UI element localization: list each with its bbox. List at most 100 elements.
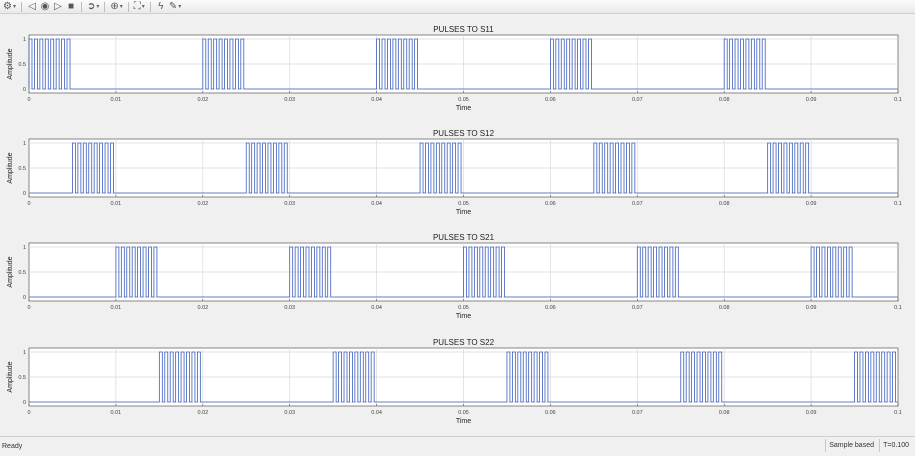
x-tick-label: 0.08 <box>719 305 730 311</box>
x-tick-label: 0.03 <box>284 97 295 103</box>
plot-title: PULSES TO S11 <box>433 25 494 34</box>
x-tick-label: 0 <box>27 97 30 103</box>
step-back-button[interactable]: ◁ <box>26 1 38 13</box>
x-tick-label: 0.09 <box>806 305 817 311</box>
x-axis-label: Time <box>456 105 471 112</box>
toolbar-separator <box>80 1 82 12</box>
y-tick-label: 0.5 <box>18 166 26 172</box>
pulse-trace <box>29 351 898 403</box>
y-tick-label: 0 <box>23 295 26 301</box>
zoom-icon: ⊕ <box>110 0 119 12</box>
toolbar-separator <box>149 1 151 12</box>
x-axis-label: Time <box>456 418 471 425</box>
measurements-icon: ✎ <box>168 0 178 12</box>
x-tick-label: 0.03 <box>284 305 295 311</box>
x-tick-label: 0.08 <box>719 201 730 207</box>
chevron-down-icon[interactable]: ▾ <box>178 3 182 10</box>
x-tick-label: 0 <box>27 410 30 416</box>
x-tick-label: 0.09 <box>806 201 817 207</box>
x-tick-label: 0.05 <box>458 410 469 416</box>
x-tick-label: 0.06 <box>545 410 556 416</box>
x-tick-label: 0.1 <box>894 305 902 311</box>
x-tick-label: 0.05 <box>458 305 469 311</box>
chevron-down-icon[interactable]: ▾ <box>141 3 145 10</box>
toolbar-separator <box>20 1 22 12</box>
scope-axes-2: PULSES TO S12 0 0.01 0.02 0.03 0.04 0.05 0.06 0.… <box>7 129 902 216</box>
x-tick-label: 0.03 <box>284 201 295 207</box>
x-tick-label: 0.05 <box>458 201 469 207</box>
x-tick-label: 0.1 <box>894 97 902 103</box>
run-icon: ▷ <box>54 0 62 12</box>
scope-axes-1: PULSES TO S11 0 0.01 0.02 0.03 0.04 0.05 0.06 0.… <box>7 25 902 112</box>
scope-plots: PULSES TO S11 0 0.01 0.02 0.03 0.04 0.05 0.06 0.… <box>7 25 902 425</box>
record-button[interactable]: ◉ <box>39 1 51 13</box>
x-tick-label: 0.07 <box>632 410 643 416</box>
x-axis-label: Time <box>456 209 471 216</box>
y-tick-label: 1 <box>23 245 26 251</box>
y-tick-label: 0 <box>23 87 26 93</box>
x-tick-label: 0.07 <box>632 201 643 207</box>
time-indicator: T=0.100 <box>879 439 912 452</box>
zoom-button[interactable]: ⊕ ▾ <box>109 1 123 13</box>
x-tick-label: 0.04 <box>371 97 382 103</box>
status-bar: Ready Sample based T=0.100 <box>0 436 915 456</box>
x-tick-label: 0.01 <box>111 305 122 311</box>
run-button[interactable]: ▷ <box>52 1 64 13</box>
x-tick-label: 0.05 <box>458 97 469 103</box>
chevron-down-icon[interactable]: ▾ <box>119 3 123 10</box>
x-tick-label: 0.01 <box>111 97 122 103</box>
y-tick-label: 0.5 <box>18 375 26 381</box>
x-tick-label: 0.1 <box>894 201 902 207</box>
settings-icon: ⚙ <box>3 0 12 12</box>
plot-title: PULSES TO S12 <box>433 129 495 138</box>
measurements-button[interactable]: ✎ ▾ <box>168 1 182 13</box>
stop-icon: ■ <box>67 0 74 12</box>
x-tick-label: 0.06 <box>545 201 556 207</box>
x-tick-label: 0.06 <box>545 305 556 311</box>
y-tick-label: 1 <box>23 37 26 43</box>
y-tick-label: 0 <box>23 400 26 406</box>
settings-button[interactable]: ⚙ ▾ <box>2 1 17 13</box>
x-tick-label: 0.02 <box>197 410 208 416</box>
x-tick-label: 0.02 <box>197 97 208 103</box>
highlight-button[interactable]: ➲ ▾ <box>86 1 100 13</box>
y-axis-label: Amplitude <box>7 48 14 79</box>
x-tick-label: 0.01 <box>111 410 122 416</box>
x-tick-label: 0 <box>27 201 30 207</box>
x-tick-label: 0.1 <box>894 410 902 416</box>
x-tick-label: 0.07 <box>632 305 643 311</box>
toolbar-separator <box>104 1 106 12</box>
x-tick-label: 0.06 <box>545 97 556 103</box>
record-icon: ◉ <box>40 0 50 12</box>
x-tick-label: 0.09 <box>806 410 817 416</box>
scope-axes-4: PULSES TO S22 0 0.01 0.02 0.03 0.04 0.05 0.06 0.… <box>7 338 902 425</box>
y-axis-label: Amplitude <box>7 361 14 392</box>
stop-button[interactable]: ■ <box>65 1 77 13</box>
chevron-down-icon[interactable]: ▾ <box>12 3 16 10</box>
pulse-trace <box>29 246 898 298</box>
y-axis-label: Amplitude <box>7 256 14 287</box>
x-tick-label: 0.09 <box>806 97 817 103</box>
x-tick-label: 0 <box>27 305 30 311</box>
triggers-icon: ϟ <box>158 0 164 12</box>
y-tick-label: 0 <box>23 191 26 197</box>
pulse-trace <box>29 142 898 194</box>
plot-title: PULSES TO S21 <box>433 233 495 242</box>
x-tick-label: 0.08 <box>719 410 730 416</box>
x-tick-label: 0.02 <box>197 201 208 207</box>
x-axis-label: Time <box>456 313 471 320</box>
scope-axes-3: PULSES TO S21 0 0.01 0.02 0.03 0.04 0.05 0.06 0.… <box>7 233 902 320</box>
x-tick-label: 0.02 <box>197 305 208 311</box>
y-tick-label: 0.5 <box>18 62 26 68</box>
triggers-button[interactable]: ϟ <box>155 1 167 13</box>
x-tick-label: 0.08 <box>719 97 730 103</box>
y-tick-label: 1 <box>23 350 26 356</box>
chevron-down-icon[interactable]: ▾ <box>96 3 100 10</box>
y-tick-label: 0.5 <box>18 270 26 276</box>
pulse-trace <box>28 38 898 90</box>
sample-mode-indicator: Sample based <box>825 439 877 452</box>
x-tick-label: 0.03 <box>284 410 295 416</box>
scale-button[interactable]: ⛶ ▾ <box>133 1 146 13</box>
step-back-icon: ◁ <box>28 0 36 12</box>
scope-toolbar: ⚙ ▾ ◁ ◉ ▷ ■ ➲ ▾ ⊕ ▾ ⛶ ▾ ϟ ✎ ▾ <box>0 0 915 14</box>
